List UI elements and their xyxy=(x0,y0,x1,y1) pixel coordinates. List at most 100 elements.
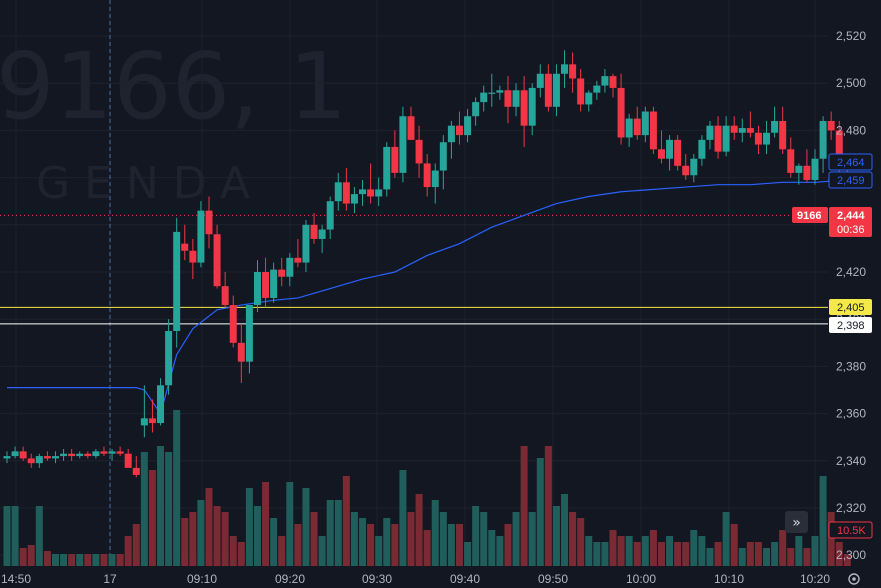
volume-bar xyxy=(738,548,746,566)
candle xyxy=(585,90,593,112)
candle-body xyxy=(253,272,261,306)
candle xyxy=(472,97,480,126)
candle-body xyxy=(706,125,714,140)
candle xyxy=(754,125,762,154)
volume-bar xyxy=(229,536,237,566)
candle-body xyxy=(536,73,544,88)
candle xyxy=(738,118,746,143)
volume-bar xyxy=(132,524,140,566)
countdown-text: 00:36 xyxy=(837,224,865,236)
candle xyxy=(415,125,423,178)
candle-body xyxy=(286,257,294,277)
candle xyxy=(787,137,795,178)
candle xyxy=(439,135,447,190)
candle-body xyxy=(262,272,270,298)
candle-body xyxy=(488,92,496,94)
candle-body xyxy=(270,269,278,298)
volume-bar xyxy=(609,530,617,566)
candle xyxy=(68,449,76,461)
volume-bar xyxy=(520,446,528,566)
volume-bar xyxy=(262,482,270,566)
volume-bar xyxy=(415,494,423,566)
candle-body xyxy=(245,305,253,362)
candle xyxy=(488,73,496,107)
volume-bar xyxy=(480,512,488,566)
candle-body xyxy=(318,229,326,239)
candle xyxy=(253,260,261,313)
volume-bar xyxy=(189,512,197,566)
volume-bar xyxy=(787,548,795,566)
candle xyxy=(359,179,367,206)
candle-body xyxy=(730,125,738,133)
volume-bar xyxy=(286,482,294,566)
time-tick-label: 10:10 xyxy=(714,572,744,586)
candle xyxy=(367,163,375,204)
candle xyxy=(11,446,19,459)
time-tick-label: 10:00 xyxy=(626,572,656,586)
volume-bar xyxy=(561,494,569,566)
candle xyxy=(310,213,318,244)
candle xyxy=(286,253,294,287)
volume-bar xyxy=(528,512,536,566)
candle xyxy=(795,163,803,185)
level-low-tag: 2,398 xyxy=(829,317,872,333)
candle xyxy=(544,64,552,112)
candle-body xyxy=(746,128,754,133)
watermark-name: GENDA xyxy=(36,158,264,209)
candle-body xyxy=(496,90,504,93)
vwap-tag-bottom: 2,459 xyxy=(828,171,873,189)
volume-bar xyxy=(746,542,754,566)
candle-body xyxy=(779,120,787,150)
gear-icon[interactable] xyxy=(848,573,860,585)
volume-bar xyxy=(124,536,132,566)
volume-bar xyxy=(383,518,391,566)
volume-bar xyxy=(19,548,27,566)
time-tick-label: 14:50 xyxy=(1,572,31,586)
scroll-to-latest-button[interactable]: » xyxy=(785,511,808,533)
volume-bar xyxy=(706,548,714,566)
symbol-tag: 9166 xyxy=(792,207,828,223)
volume-bar xyxy=(68,554,76,566)
candle-body xyxy=(350,194,358,204)
volume-bar xyxy=(60,554,68,566)
level-low-text: 2,398 xyxy=(837,320,865,332)
volume-bar xyxy=(294,524,302,566)
candle-body xyxy=(11,451,19,457)
candle xyxy=(617,73,625,145)
volume-bar xyxy=(512,512,520,566)
volume-bar xyxy=(221,512,229,566)
price-axis[interactable]: 2,5202,5002,4802,4602,4402,4202,4002,380… xyxy=(836,29,866,562)
candle-body xyxy=(811,158,819,180)
last-price-tag: 2,444 00:36 xyxy=(829,207,872,237)
candle xyxy=(157,378,165,426)
candle-body xyxy=(569,64,577,79)
candle xyxy=(334,172,342,211)
candle-body xyxy=(310,224,318,239)
candle xyxy=(342,168,350,211)
candle xyxy=(609,73,617,98)
volume-bar xyxy=(577,518,585,566)
candle xyxy=(116,446,124,457)
volume-bar xyxy=(84,554,92,566)
volume-bar xyxy=(472,506,480,566)
candle-body xyxy=(649,111,657,150)
volume-bar xyxy=(92,554,100,566)
candle xyxy=(76,451,84,459)
candle-body xyxy=(827,120,835,131)
volume-bar xyxy=(173,410,181,566)
volume-histogram xyxy=(3,410,851,566)
candle xyxy=(601,69,609,93)
volume-bar xyxy=(3,506,11,566)
time-axis[interactable]: 14:50 17 09:10 09:20 09:30 09:40 09:50 10:00 10:… xyxy=(1,572,830,586)
candle xyxy=(148,399,156,433)
candle-body xyxy=(544,73,552,107)
candle xyxy=(722,116,730,157)
volume-bar xyxy=(76,554,84,566)
candle-body xyxy=(181,243,189,251)
candle xyxy=(84,451,92,459)
candle-body xyxy=(714,125,722,152)
candle xyxy=(811,149,819,185)
candle xyxy=(51,451,59,464)
